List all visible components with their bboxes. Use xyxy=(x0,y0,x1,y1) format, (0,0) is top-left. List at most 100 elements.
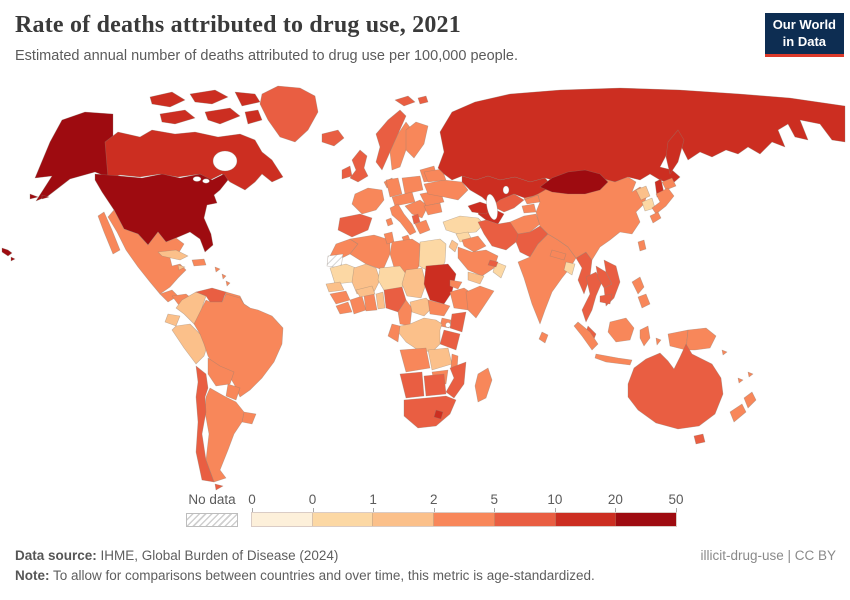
country-algeria[interactable] xyxy=(349,234,391,271)
country-gabon-congo[interactable] xyxy=(387,323,401,343)
country-mali[interactable] xyxy=(351,263,381,295)
country-greece[interactable] xyxy=(414,219,431,235)
country-iraq[interactable] xyxy=(461,235,487,253)
country-yemen[interactable] xyxy=(467,271,485,285)
country-france[interactable] xyxy=(351,187,385,215)
country-japan[interactable] xyxy=(651,187,675,215)
country-sierra-leone-liberia[interactable] xyxy=(335,301,353,315)
country-bangladesh[interactable] xyxy=(563,261,576,276)
country-somalia[interactable] xyxy=(465,285,495,319)
country-uae[interactable] xyxy=(487,259,499,268)
attribution[interactable]: illicit-drug-use | CC BY xyxy=(700,548,836,563)
country-south-sudan[interactable] xyxy=(427,299,451,317)
country-sri-lanka[interactable] xyxy=(538,331,549,344)
country-canada[interactable] xyxy=(234,91,261,107)
country-new-zealand[interactable] xyxy=(743,391,757,409)
country-indonesia[interactable] xyxy=(573,321,599,351)
country-tanzania[interactable] xyxy=(439,329,461,351)
country-ecuador[interactable] xyxy=(164,313,181,327)
country-tajikistan[interactable] xyxy=(521,203,537,214)
country-caribbean[interactable] xyxy=(214,266,221,273)
country-united-states[interactable] xyxy=(10,256,16,262)
legend-color-bar[interactable] xyxy=(251,512,677,527)
country-bulgaria[interactable] xyxy=(423,202,443,216)
country-uk[interactable] xyxy=(349,149,369,183)
country-pacific-islands[interactable] xyxy=(737,377,744,384)
country-japan[interactable] xyxy=(661,177,677,191)
country-indonesia[interactable] xyxy=(639,325,651,347)
country-mexico[interactable] xyxy=(107,209,187,295)
country-jamaica[interactable] xyxy=(177,264,186,271)
country-pacific-islands[interactable] xyxy=(747,371,754,378)
country-svalbard[interactable] xyxy=(417,95,429,105)
country-kenya[interactable] xyxy=(449,311,467,333)
country-nepal[interactable] xyxy=(549,249,567,261)
country-canada[interactable] xyxy=(204,107,241,125)
country-botswana[interactable] xyxy=(423,373,447,397)
country-ukraine[interactable] xyxy=(423,179,469,201)
country-senegal[interactable] xyxy=(325,281,345,293)
country-united-states[interactable] xyxy=(1,247,13,257)
country-balkans[interactable] xyxy=(404,199,429,219)
country-philippines[interactable] xyxy=(637,293,651,309)
country-chad[interactable] xyxy=(401,267,427,299)
country-spain[interactable] xyxy=(337,213,373,238)
country-cambodia[interactable] xyxy=(599,293,613,305)
country-hispaniola[interactable] xyxy=(191,258,207,267)
country-mozambique[interactable] xyxy=(445,361,467,399)
country-united-states[interactable] xyxy=(29,193,39,200)
country-svalbard[interactable] xyxy=(394,95,416,107)
country-papua-new-guinea[interactable] xyxy=(685,327,717,351)
country-philippines[interactable] xyxy=(631,276,645,295)
country-lesotho[interactable] xyxy=(433,409,444,420)
country-argentina[interactable] xyxy=(204,387,245,483)
country-drc[interactable] xyxy=(397,317,443,353)
country-jordan-israel[interactable] xyxy=(448,239,459,253)
country-belarus[interactable] xyxy=(423,168,447,183)
country-burkina-faso[interactable] xyxy=(355,285,376,298)
country-zambia[interactable] xyxy=(427,347,453,371)
no-data-swatch[interactable] xyxy=(186,513,238,527)
country-turkey[interactable] xyxy=(442,215,485,235)
country-japan[interactable] xyxy=(649,211,662,224)
country-mongolia[interactable] xyxy=(539,169,609,195)
country-indonesia[interactable] xyxy=(607,317,635,343)
country-poland[interactable] xyxy=(401,175,424,195)
country-brazil[interactable] xyxy=(193,293,284,398)
country-ghana[interactable] xyxy=(363,293,378,312)
country-taiwan[interactable] xyxy=(637,239,647,252)
country-caribbean[interactable] xyxy=(225,280,231,287)
country-italy[interactable] xyxy=(385,217,394,227)
country-finland[interactable] xyxy=(405,121,429,159)
country-canada[interactable] xyxy=(159,109,196,125)
country-germany[interactable] xyxy=(385,177,403,198)
country-togo-benin[interactable] xyxy=(375,291,386,310)
country-russia[interactable] xyxy=(437,87,846,185)
country-indonesia[interactable] xyxy=(594,353,633,366)
owid-logo[interactable]: Our World in Data xyxy=(764,13,844,57)
country-canada[interactable] xyxy=(244,109,263,125)
country-cuba[interactable] xyxy=(157,249,189,261)
country-eritrea[interactable] xyxy=(449,279,463,290)
country-ivory-coast[interactable] xyxy=(349,295,367,315)
country-bolivia[interactable] xyxy=(207,357,235,387)
country-angola[interactable] xyxy=(399,347,431,373)
country-new-zealand[interactable] xyxy=(729,403,747,423)
country-central-african-republic[interactable] xyxy=(409,297,435,317)
country-italy[interactable] xyxy=(389,203,417,236)
country-chile[interactable] xyxy=(195,365,215,483)
country-united-states[interactable] xyxy=(41,194,50,200)
country-mexico[interactable] xyxy=(97,211,121,255)
country-canada[interactable] xyxy=(189,89,229,105)
country-paraguay[interactable] xyxy=(225,383,241,401)
country-south-africa[interactable] xyxy=(403,395,457,429)
country-canada[interactable] xyxy=(104,129,284,191)
country-russia[interactable] xyxy=(665,129,685,175)
country-cameroon[interactable] xyxy=(397,299,413,327)
country-ireland[interactable] xyxy=(341,165,353,180)
country-sudan[interactable] xyxy=(423,263,457,305)
country-uruguay[interactable] xyxy=(241,411,257,425)
country-greenland[interactable] xyxy=(259,85,319,143)
world-choropleth-map[interactable] xyxy=(0,82,850,494)
country-chile[interactable] xyxy=(214,483,224,491)
